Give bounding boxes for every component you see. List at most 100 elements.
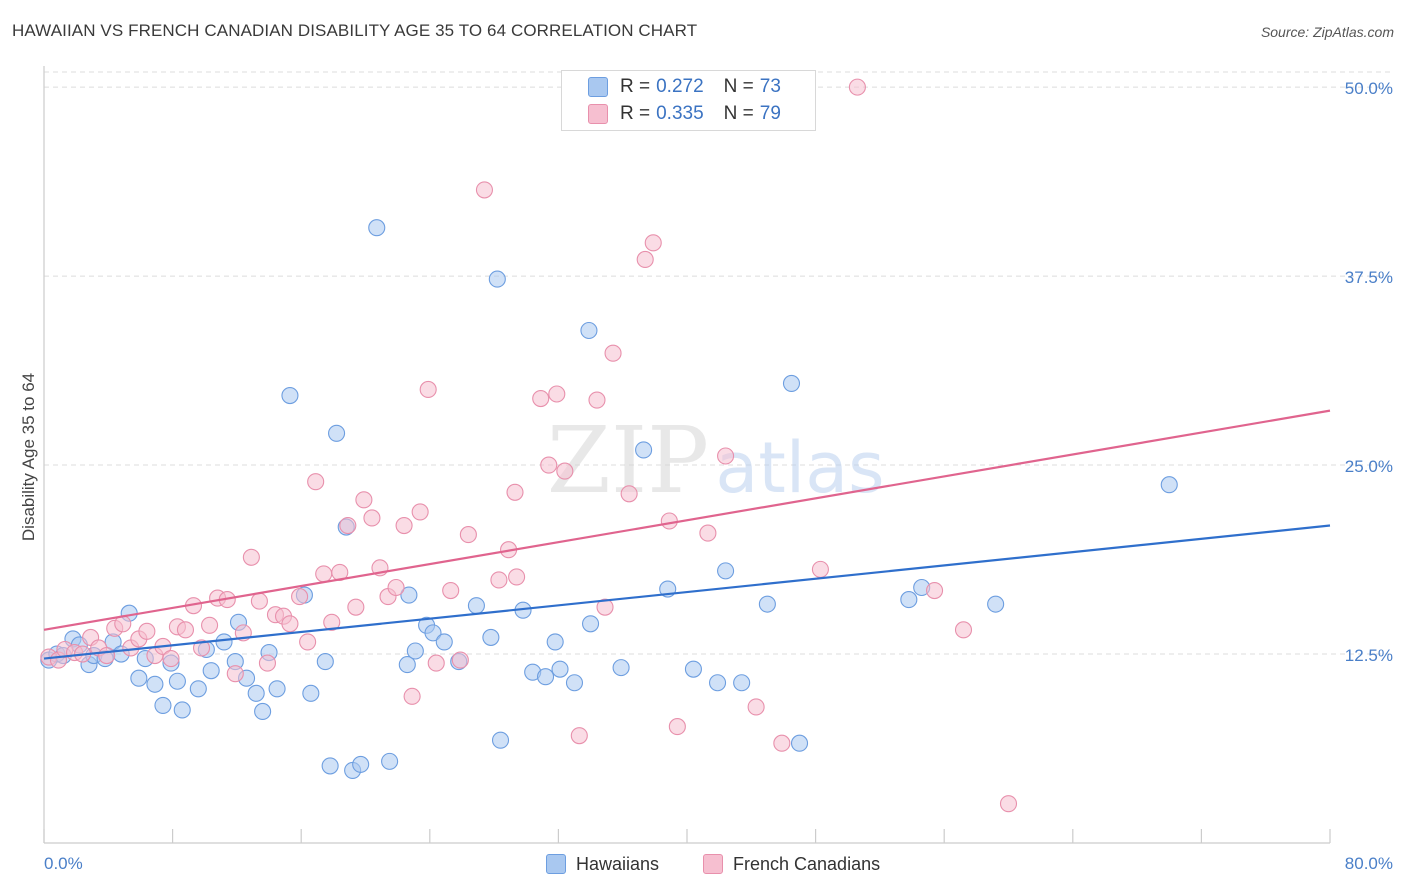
legend-r-label: R = <box>620 76 651 97</box>
french-canadians-trend-line <box>43 409 1331 631</box>
french-canadian-point <box>604 344 622 362</box>
french-canadians-swatch <box>703 854 723 874</box>
legend-r-label: R = <box>620 103 651 124</box>
hawaiian-point <box>406 642 424 660</box>
hawaiian-point <box>398 656 416 674</box>
legend-row-hawaiians: R = 0.272 N = 73 <box>588 76 781 98</box>
bottom-legend-hawaiians-label: Hawaiians <box>576 853 660 874</box>
french-canadian-point <box>442 581 460 600</box>
bottom-legend-hawaiians: Hawaiians <box>546 851 659 877</box>
hawaiian-point <box>381 752 399 770</box>
french-canadian-point <box>176 621 195 639</box>
hawaiian-point <box>565 674 584 692</box>
french-canadian-point <box>570 727 588 745</box>
french-canadian-point <box>387 578 405 597</box>
french-canadian-point <box>556 462 574 480</box>
hawaiians-swatch <box>588 77 608 97</box>
french-canadian-point <box>162 650 180 668</box>
source-label: Source: ZipAtlas.com <box>1260 24 1394 40</box>
hawaiian-point <box>189 680 207 698</box>
legend: R = 0.272 N = 73 R = 0.335 N = 79 <box>561 70 816 131</box>
hawaiian-point <box>635 441 653 459</box>
hawaiian-point <box>758 595 776 613</box>
legend-n-value: 79 <box>759 103 781 124</box>
french-canadian-point <box>323 613 341 631</box>
french-canadian-point <box>307 473 325 491</box>
axes <box>43 66 1331 844</box>
hawaiian-point <box>612 659 630 677</box>
french-canadian-point <box>201 616 219 634</box>
hawaiian-point <box>368 219 386 237</box>
trend-lines <box>43 409 1331 660</box>
french-canadian-point <box>508 568 526 586</box>
hawaiian-point <box>491 731 510 749</box>
hawaiian-point <box>435 633 453 651</box>
hawaiian-point <box>733 674 751 692</box>
bottom-legend-french-canadians-label: French Canadians <box>733 853 881 874</box>
hawaiian-point <box>321 757 339 775</box>
french-canadian-point <box>620 485 638 503</box>
hawaiian-point <box>302 684 320 702</box>
french-canadian-point <box>926 581 944 600</box>
hawaiian-point <box>146 675 164 693</box>
hawaiian-point <box>202 662 220 680</box>
x-tick-label: 0.0% <box>44 854 83 873</box>
french-canadian-point <box>540 456 558 474</box>
french-canadian-point <box>644 234 662 252</box>
hawaiian-point <box>247 684 265 702</box>
french-canadian-point <box>451 651 469 669</box>
french-canadian-point <box>339 516 357 535</box>
french-canadian-point <box>773 734 791 752</box>
x-tick-label: 80.0% <box>1345 854 1393 873</box>
french-canadians-swatch <box>588 104 608 124</box>
french-canadian-point <box>459 526 477 544</box>
french-canadian-point <box>811 560 829 578</box>
hawaiian-point <box>581 615 600 633</box>
hawaiian-point <box>551 660 569 678</box>
french-canadian-point <box>242 548 260 566</box>
french-canadian-point <box>490 571 508 589</box>
hawaiian-point <box>717 562 735 580</box>
french-canadian-point <box>355 491 373 509</box>
bottom-legend-french-canadians: French Canadians <box>703 851 880 877</box>
french-canadian-point <box>363 509 381 527</box>
french-canadian-point <box>427 654 445 672</box>
hawaiian-point <box>684 660 702 678</box>
hawaiian-point <box>987 595 1005 613</box>
french-canadian-point <box>419 380 437 399</box>
hawaiian-point <box>168 672 186 690</box>
legend-row-french-canadians: R = 0.335 N = 79 <box>588 103 781 125</box>
hawaiian-point <box>424 624 442 642</box>
hawaiian-point <box>1160 476 1178 494</box>
hawaiian-point <box>782 374 801 392</box>
hawaiian-point <box>154 696 172 714</box>
hawaiians-swatch <box>546 854 566 874</box>
french-canadian-point <box>291 588 309 606</box>
hawaiian-point <box>316 653 334 671</box>
french-canadian-point <box>848 78 866 96</box>
hawaiian-point <box>488 270 506 288</box>
hawaiian-point <box>268 680 286 698</box>
y-tick-label: 37.5% <box>1345 268 1393 287</box>
french-canadian-point <box>954 621 973 639</box>
french-canadian-point <box>660 512 678 530</box>
hawaiian-point <box>482 628 500 646</box>
french-canadian-point <box>98 646 116 665</box>
hawaiian-point <box>173 701 191 719</box>
french-canadian-point <box>747 698 765 716</box>
grid <box>44 71 1390 655</box>
hawaiian-point <box>536 668 555 686</box>
hawaiian-point <box>467 597 485 615</box>
french-canadian-point <box>281 615 299 633</box>
hawaiian-point <box>790 734 809 752</box>
hawaiian-point <box>254 702 272 721</box>
french-canadian-point <box>138 622 156 640</box>
french-canadian-point <box>192 639 211 657</box>
y-axis-label: Disability Age 35 to 64 <box>19 373 38 541</box>
hawaiian-point <box>352 755 370 773</box>
french-canadian-point <box>548 385 566 403</box>
french-canadian-point <box>668 718 686 736</box>
legend-n-label: N = <box>723 103 754 124</box>
french-canadian-point <box>403 687 421 705</box>
